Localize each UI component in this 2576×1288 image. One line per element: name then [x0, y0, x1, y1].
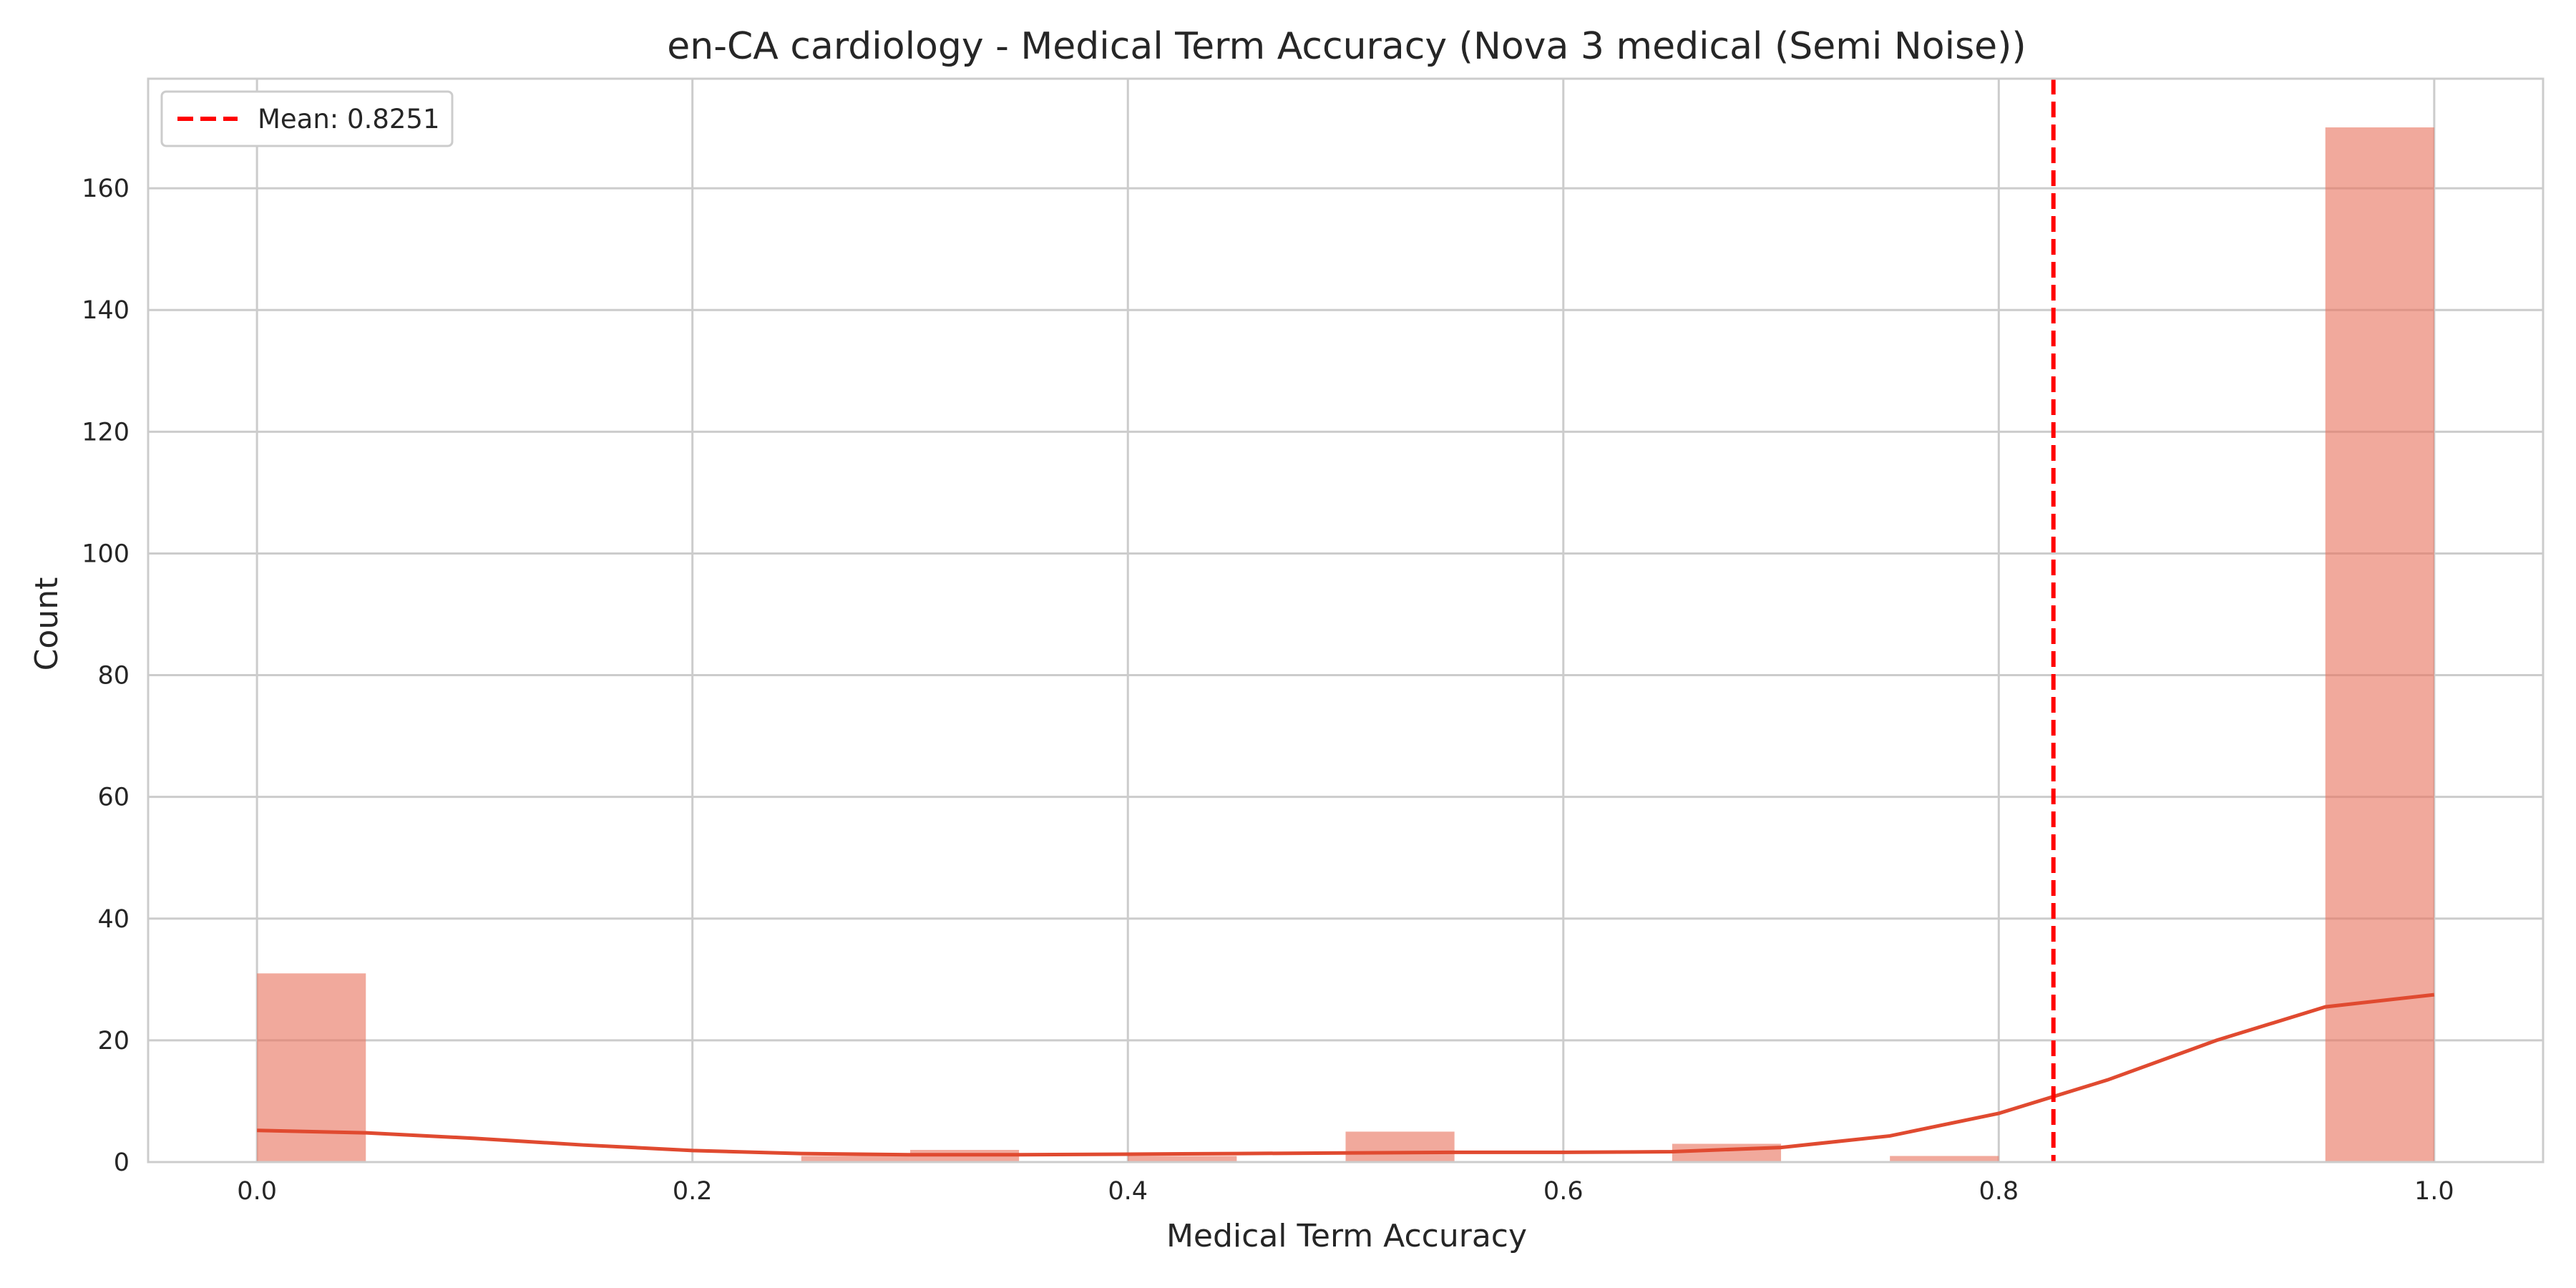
legend-box: [160, 90, 454, 147]
plot-frame: [147, 77, 2545, 1163]
legend-mean-label: Mean: 0.8251: [258, 104, 440, 135]
x-tick-label: 0.0: [237, 1177, 277, 1206]
grid-lines: [148, 79, 2543, 1163]
x-tick-label: 0.8: [1979, 1177, 2019, 1206]
y-tick-label: 0: [114, 1148, 130, 1177]
x-axis-ticks: 0.0 0.2 0.4 0.6 0.8 1.0: [237, 1177, 2454, 1206]
y-tick-label: 20: [97, 1027, 130, 1055]
y-tick-label: 160: [82, 175, 130, 203]
x-tick-label: 0.6: [1543, 1177, 1584, 1206]
y-axis-ticks: 0 20 40 60 80 100 120 140 160: [82, 175, 130, 1177]
chart-title: en-CA cardiology - Medical Term Accuracy…: [667, 25, 2026, 68]
y-tick-label: 60: [97, 784, 130, 812]
legend: Mean: 0.8251: [160, 90, 454, 147]
kde-curve: [257, 992, 2435, 1157]
y-tick-label: 140: [82, 296, 130, 325]
x-tick-label: 0.2: [673, 1177, 713, 1206]
y-tick-label: 80: [97, 662, 130, 691]
y-axis-label: Count: [29, 577, 65, 671]
histogram-bar: [1890, 1156, 1999, 1162]
y-tick-label: 40: [97, 905, 130, 934]
histogram-bar: [1345, 1131, 1455, 1162]
y-tick-label: 120: [82, 418, 130, 447]
y-tick-label: 100: [82, 540, 130, 568]
x-axis-label: Medical Term Accuracy: [1166, 1218, 1527, 1254]
histogram-bar: [2325, 127, 2434, 1163]
histogram-bar: [1128, 1156, 1237, 1162]
x-tick-label: 0.4: [1108, 1177, 1148, 1206]
histogram-bars: [257, 127, 2434, 1163]
x-tick-label: 1.0: [2414, 1177, 2454, 1206]
histogram-bar: [801, 1156, 910, 1162]
